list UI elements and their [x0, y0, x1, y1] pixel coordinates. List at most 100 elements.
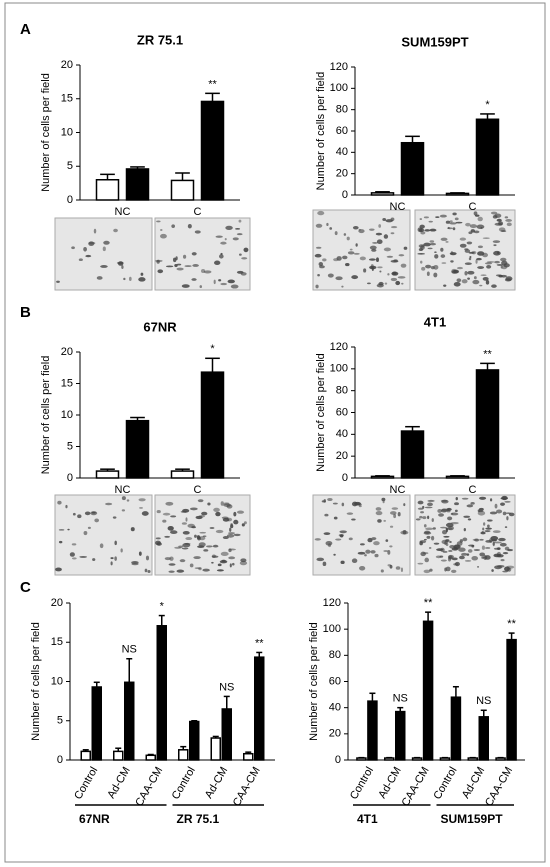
- cell-blob: [476, 257, 482, 261]
- cell-blob: [236, 510, 245, 514]
- cell-blob: [140, 272, 144, 276]
- cell-blob: [447, 516, 453, 521]
- cell-blob: [369, 228, 375, 231]
- cell-blob: [147, 570, 151, 574]
- cell-blob: [442, 530, 448, 535]
- cell-blob: [197, 545, 205, 549]
- cell-blob: [493, 547, 500, 550]
- cell-blob: [220, 501, 224, 506]
- cell-blob: [347, 251, 355, 255]
- cell-blob: [493, 244, 497, 247]
- cell-blob: [67, 528, 70, 531]
- cell-blob: [57, 500, 62, 505]
- y-tick-label: 100: [323, 623, 341, 635]
- cell-blob: [316, 557, 325, 562]
- cell-blob: [383, 550, 389, 552]
- cell-blob: [215, 511, 221, 517]
- cell-blob: [427, 247, 433, 250]
- cell-blob: [215, 235, 223, 238]
- y-tick-label: 10: [61, 126, 73, 138]
- cell-blob: [329, 227, 333, 230]
- cell-blob: [335, 538, 342, 541]
- bar: [445, 192, 470, 196]
- cell-blob: [215, 529, 224, 534]
- cell-blob: [333, 258, 339, 262]
- cell-blob: [450, 260, 454, 263]
- cell-blob: [162, 519, 167, 523]
- cell-blob: [189, 507, 198, 511]
- x-tick-label: NC: [115, 484, 131, 496]
- cell-blob: [494, 260, 500, 264]
- cell-blob: [427, 515, 430, 520]
- cell-blob: [461, 552, 468, 556]
- cell-blob: [56, 280, 60, 283]
- cell-blob: [373, 541, 380, 546]
- cell-blob: [351, 501, 358, 507]
- cell-blob: [351, 558, 358, 564]
- chart-title: 67NR: [143, 319, 177, 334]
- cell-blob: [319, 265, 325, 269]
- cell-blob: [228, 556, 236, 560]
- y-tick-label: 0: [335, 754, 341, 766]
- cell-blob: [419, 540, 427, 544]
- annotation: NS: [219, 681, 234, 693]
- y-tick-label: 0: [342, 189, 348, 201]
- cell-blob: [176, 267, 184, 271]
- cell-blob: [451, 557, 458, 561]
- cell-blob: [468, 544, 475, 547]
- y-tick-label: 120: [323, 597, 341, 609]
- cell-blob: [494, 565, 502, 570]
- x-tick-label: Ad-CM: [105, 765, 133, 801]
- cell-blob: [442, 550, 448, 553]
- cell-blob: [370, 550, 376, 554]
- cell-blob: [241, 257, 248, 260]
- cell-blob: [224, 237, 227, 241]
- cell-blob: [169, 556, 174, 561]
- cell-blob: [499, 542, 507, 547]
- x-tick-label: CAA-CM: [133, 765, 165, 809]
- chart-title: ZR 75.1: [137, 32, 183, 47]
- cell-blob: [241, 523, 245, 527]
- x-tick-label: NC: [390, 201, 406, 213]
- cell-blob: [498, 227, 506, 232]
- cell-blob: [424, 530, 431, 534]
- cell-blob: [240, 272, 247, 276]
- cell-blob: [171, 224, 175, 228]
- cell-blob: [238, 219, 242, 223]
- cell-blob: [502, 552, 509, 555]
- cell-blob: [333, 553, 336, 556]
- bar: [400, 141, 425, 196]
- cell-blob: [100, 265, 108, 268]
- cell-blob: [426, 271, 430, 276]
- cell-blob: [417, 252, 425, 255]
- x-tick-label: C: [469, 484, 477, 496]
- cell-blob: [466, 241, 473, 245]
- cell-blob: [390, 232, 395, 235]
- cell-blob: [433, 264, 439, 270]
- cell-blob: [500, 274, 507, 278]
- cell-blob: [467, 549, 473, 553]
- cell-blob: [452, 212, 457, 216]
- cell-blob: [427, 502, 433, 507]
- cell-blob: [164, 557, 171, 561]
- cell-blob: [435, 216, 440, 219]
- bar: [210, 737, 221, 761]
- cell-blob: [209, 527, 215, 529]
- cell-blob: [192, 264, 199, 267]
- cell-blob: [397, 276, 406, 279]
- cell-blob: [184, 265, 192, 268]
- cell-blob: [462, 537, 468, 542]
- cell-blob: [371, 248, 377, 252]
- x-tick-label: NC: [390, 484, 406, 496]
- cell-blob: [471, 555, 479, 561]
- bar: [467, 757, 478, 761]
- cell-blob: [371, 537, 377, 541]
- bar: [367, 700, 378, 761]
- x-tick-label: CAA-CM: [231, 765, 263, 809]
- cell-blob: [464, 270, 468, 276]
- y-tick-label: 20: [61, 346, 73, 358]
- cell-blob: [185, 537, 193, 541]
- cell-blob: [138, 498, 146, 502]
- cell-blob: [176, 569, 185, 573]
- cell-blob: [193, 556, 201, 560]
